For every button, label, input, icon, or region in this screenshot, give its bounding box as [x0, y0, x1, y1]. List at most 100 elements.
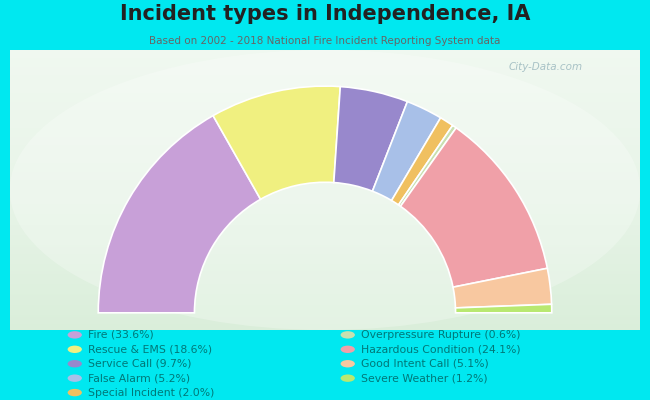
Bar	[10, 323, 640, 324]
Bar	[10, 258, 640, 260]
Bar	[10, 71, 640, 72]
Bar	[10, 314, 640, 316]
Ellipse shape	[341, 346, 355, 353]
Bar	[10, 295, 640, 296]
Bar	[10, 194, 640, 196]
Bar	[10, 86, 640, 88]
Bar	[10, 277, 640, 278]
Bar	[10, 146, 640, 148]
Bar	[10, 172, 640, 173]
Bar	[10, 53, 640, 54]
Bar	[10, 260, 640, 262]
Bar	[10, 163, 640, 165]
Bar	[10, 310, 640, 312]
Bar	[10, 313, 640, 314]
Bar	[10, 79, 640, 81]
Bar	[10, 296, 640, 298]
Bar	[10, 58, 640, 60]
Bar	[10, 110, 640, 112]
Bar	[10, 192, 640, 193]
Bar	[10, 141, 640, 142]
Bar	[10, 52, 640, 53]
Bar	[10, 228, 640, 229]
Ellipse shape	[68, 331, 82, 338]
Ellipse shape	[68, 360, 82, 368]
Wedge shape	[372, 102, 441, 200]
Bar	[10, 327, 640, 329]
Bar	[10, 89, 640, 91]
Bar	[10, 98, 640, 99]
Bar	[10, 156, 640, 158]
Bar	[10, 78, 640, 79]
Bar	[10, 270, 640, 271]
Bar	[10, 176, 640, 177]
Bar	[10, 88, 640, 89]
Bar	[10, 54, 640, 56]
Bar	[10, 208, 640, 210]
Bar	[10, 114, 640, 116]
Bar	[10, 249, 640, 250]
Bar	[10, 165, 640, 166]
Bar	[10, 252, 640, 253]
Bar	[10, 56, 640, 57]
Wedge shape	[453, 268, 552, 308]
Bar	[10, 288, 640, 290]
Bar	[10, 148, 640, 150]
Bar	[10, 177, 640, 179]
Bar	[10, 120, 640, 121]
Bar	[10, 77, 640, 78]
Bar	[10, 232, 640, 234]
Bar	[10, 63, 640, 64]
Bar	[10, 218, 640, 219]
Wedge shape	[400, 128, 547, 287]
Ellipse shape	[68, 389, 82, 396]
Bar	[10, 309, 640, 310]
Bar	[10, 193, 640, 194]
Bar	[10, 298, 640, 299]
Bar	[10, 212, 640, 214]
Bar	[10, 184, 640, 186]
Bar	[10, 127, 640, 128]
Wedge shape	[456, 304, 552, 313]
Bar	[10, 268, 640, 270]
Bar	[10, 319, 640, 320]
Bar	[10, 267, 640, 268]
Bar	[10, 254, 640, 256]
Bar	[10, 75, 640, 77]
Bar	[10, 243, 640, 245]
Bar	[10, 119, 640, 120]
Bar	[10, 107, 640, 109]
Text: Special Incident (2.0%): Special Incident (2.0%)	[88, 388, 214, 398]
Bar	[10, 214, 640, 215]
Bar	[10, 273, 640, 274]
Bar	[10, 68, 640, 70]
Bar	[10, 303, 640, 305]
Bar	[10, 179, 640, 180]
Bar	[10, 166, 640, 168]
Bar	[10, 263, 640, 264]
Wedge shape	[398, 126, 456, 206]
Text: Good Intent Call (5.1%): Good Intent Call (5.1%)	[361, 359, 489, 369]
Bar	[10, 126, 640, 127]
Bar	[10, 225, 640, 226]
Bar	[10, 92, 640, 93]
Bar	[10, 102, 640, 103]
Bar	[10, 160, 640, 162]
Bar	[10, 145, 640, 146]
Bar	[10, 128, 640, 130]
Bar	[10, 318, 640, 319]
Bar	[10, 278, 640, 280]
Bar	[10, 66, 640, 67]
Bar	[10, 61, 640, 63]
Bar	[10, 187, 640, 189]
Bar	[10, 197, 640, 198]
Bar	[10, 168, 640, 169]
Bar	[10, 70, 640, 71]
Bar	[10, 230, 640, 232]
Bar	[10, 294, 640, 295]
Bar	[10, 246, 640, 247]
Wedge shape	[213, 86, 341, 199]
Bar	[10, 130, 640, 131]
Bar	[10, 200, 640, 201]
Bar	[10, 112, 640, 113]
